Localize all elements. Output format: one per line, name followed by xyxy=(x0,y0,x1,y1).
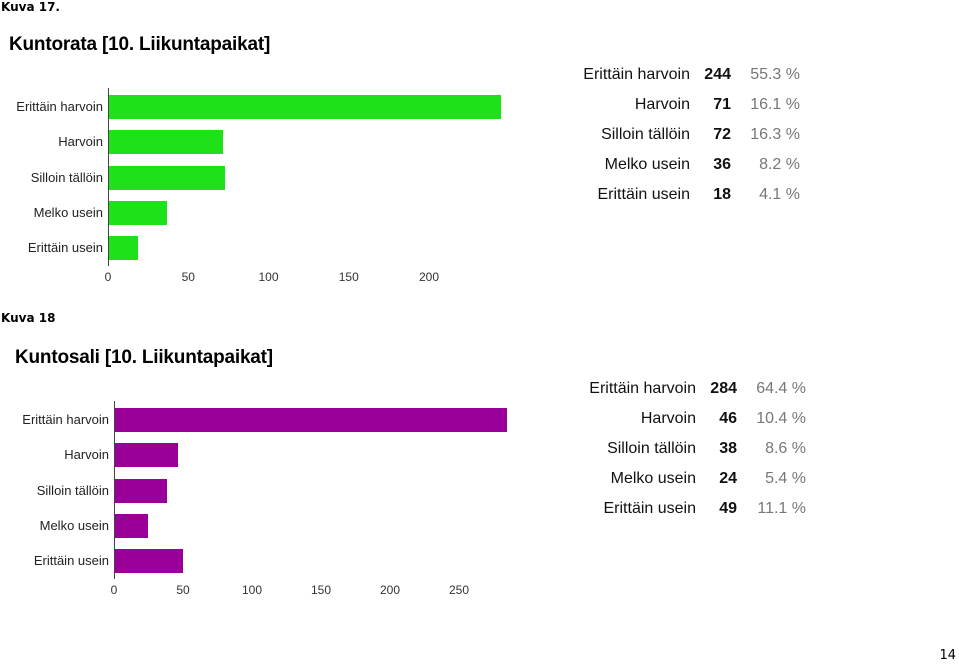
stat-row: Erittäin usein 49 11.1 % xyxy=(566,500,826,530)
category-label: Harvoin xyxy=(58,134,103,150)
category-label: Silloin tällöin xyxy=(36,482,109,498)
x-tick-label: 200 xyxy=(418,270,440,284)
bar xyxy=(109,236,138,261)
stat-row: Melko usein 36 8.2 % xyxy=(560,156,820,186)
x-tick-label: 50 xyxy=(176,583,190,597)
chart-title: Kuntosali [10. Liikuntapaikat] xyxy=(15,347,273,368)
stat-percent: 8.2 % xyxy=(759,156,800,173)
stat-count: 38 xyxy=(719,440,737,457)
stat-row: Harvoin 71 16.1 % xyxy=(560,96,820,126)
stat-count: 71 xyxy=(713,96,731,113)
bar xyxy=(109,165,225,190)
stat-percent: 8.6 % xyxy=(765,440,806,457)
bar xyxy=(109,95,501,119)
category-label: Erittäin harvoin xyxy=(22,412,109,427)
stat-row: Silloin tällöin 72 16.3 % xyxy=(560,126,820,156)
stat-percent: 16.3 % xyxy=(750,126,800,143)
bar xyxy=(115,408,507,432)
x-tick-label: 50 xyxy=(181,270,195,284)
x-tick-label: 150 xyxy=(338,270,359,284)
stat-category: Erittäin usein xyxy=(597,186,691,203)
stat-row: Erittäin harvoin 244 55.3 % xyxy=(560,66,820,96)
stat-percent: 10.4 % xyxy=(756,410,806,427)
stat-row: Erittäin harvoin 284 64.4 % xyxy=(566,380,826,410)
category-label: Harvoin xyxy=(64,447,109,463)
figure-caption-17: Kuva 17. xyxy=(1,0,60,14)
stat-category: Erittäin harvoin xyxy=(589,380,696,397)
category-label: Silloin tällöin xyxy=(30,169,103,185)
y-axis-line xyxy=(114,401,115,579)
x-tick-label: 150 xyxy=(310,583,332,597)
x-tick-label: 100 xyxy=(241,583,263,597)
stat-percent: 11.1 % xyxy=(757,500,806,517)
stat-row: Erittäin usein 18 4.1 % xyxy=(560,186,820,216)
stat-count: 18 xyxy=(713,186,731,203)
stat-percent: 16.1 % xyxy=(750,96,800,113)
stat-percent: 55.3 % xyxy=(750,66,800,83)
stat-row: Silloin tällöin 38 8.6 % xyxy=(566,440,826,470)
category-label: Melko usein xyxy=(39,517,109,533)
stat-count: 284 xyxy=(710,380,737,397)
bar xyxy=(115,513,148,538)
stat-percent: 5.4 % xyxy=(765,470,806,487)
stat-count: 72 xyxy=(713,126,731,143)
stat-category: Silloin tällöin xyxy=(607,440,696,457)
category-label: Erittäin harvoin xyxy=(16,99,103,114)
stat-count: 24 xyxy=(719,470,737,487)
stat-count: 49 xyxy=(719,500,737,517)
stat-percent: 4.1 % xyxy=(759,186,800,203)
stat-category: Silloin tällöin xyxy=(601,126,690,143)
bar xyxy=(109,130,223,155)
stat-category: Harvoin xyxy=(640,410,696,427)
stat-count: 36 xyxy=(713,156,731,173)
stat-category: Erittäin harvoin xyxy=(583,66,690,83)
stat-row: Melko usein 24 5.4 % xyxy=(566,470,826,500)
stat-percent: 64.4 % xyxy=(756,380,806,397)
x-tick-label: 100 xyxy=(258,270,279,284)
bar xyxy=(115,478,167,503)
x-tick-label: 250 xyxy=(448,583,470,597)
stat-category: Harvoin xyxy=(634,96,690,113)
bar xyxy=(109,200,167,225)
category-label: Melko usein xyxy=(33,204,103,220)
stat-count: 244 xyxy=(704,66,731,83)
bar xyxy=(115,549,183,574)
y-axis-line xyxy=(108,88,109,266)
page-number: 14 xyxy=(939,648,956,663)
x-tick-label: 0 xyxy=(104,270,112,284)
stat-row: Harvoin 46 10.4 % xyxy=(566,410,826,440)
stat-count: 46 xyxy=(719,410,737,427)
stat-category: Erittäin usein xyxy=(603,500,697,517)
stat-category: Melko usein xyxy=(604,156,690,173)
chart-title: Kuntorata [10. Liikuntapaikat] xyxy=(9,34,271,55)
x-tick-label: 0 xyxy=(110,583,118,597)
category-label: Erittäin usein xyxy=(27,240,103,256)
x-tick-label: 200 xyxy=(379,583,401,597)
stat-category: Melko usein xyxy=(610,470,696,487)
figure-caption-18: Kuva 18 xyxy=(1,311,56,325)
bar xyxy=(115,443,178,468)
category-label: Erittäin usein xyxy=(33,553,109,569)
